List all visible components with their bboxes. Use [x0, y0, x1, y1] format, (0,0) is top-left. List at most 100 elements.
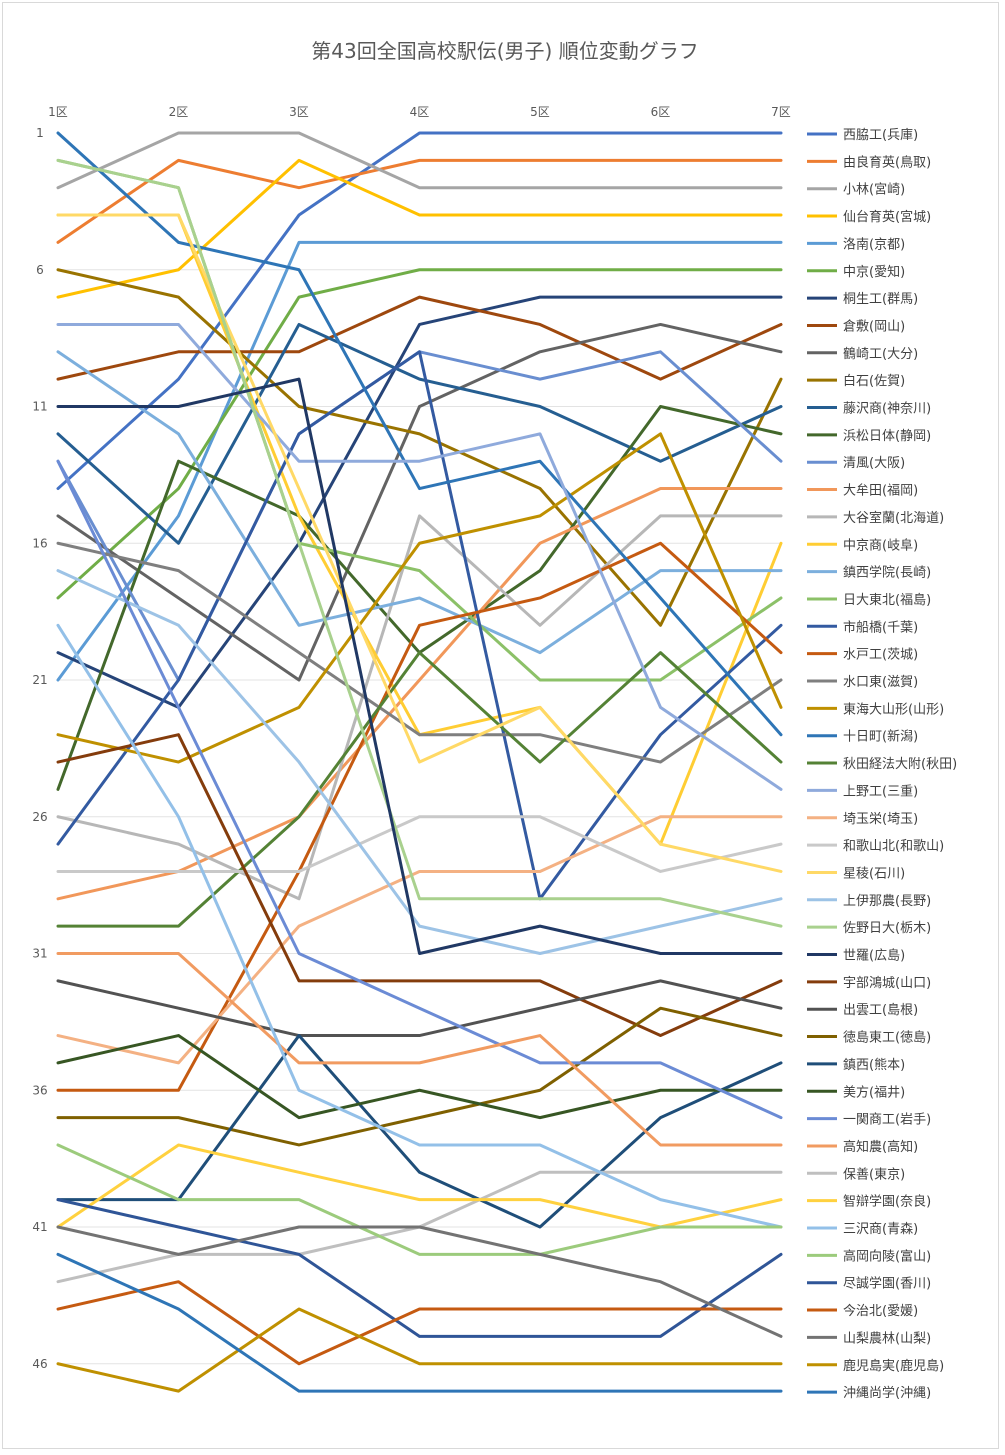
- legend-label: 日大東北(福島): [843, 592, 931, 608]
- series-line: [56, 1143, 783, 1256]
- x-axis-ticks: 1区 2区 3区 4区 5区 6区 7区: [48, 105, 791, 119]
- legend-label: 西脇工(兵庫): [843, 128, 918, 143]
- legend-label: 沖縄尚学(沖縄): [843, 1385, 931, 1401]
- series-line: [56, 651, 783, 928]
- series-line: [56, 815, 783, 1065]
- legend-label: 尽誠学園(香川): [843, 1276, 931, 1292]
- legend-label: 世羅(広島): [843, 949, 905, 964]
- legend-label: 十日町(新潟): [843, 729, 918, 745]
- y-tick-label: 1: [36, 126, 44, 140]
- legend: 西脇工(兵庫) 由良育英(鳥取) 小林(宮崎) 仙台育英(宮城) 洛南(京都) 中京(愛知…: [807, 128, 957, 1401]
- legend-label: 星稜(石川): [843, 866, 905, 881]
- legend-label: 浜松日体(静岡): [843, 429, 931, 444]
- x-tick-label: 6区: [651, 105, 671, 119]
- legend-label: 水戸工(茨城): [843, 648, 918, 663]
- legend-label: 鶴崎工(大分): [843, 346, 918, 362]
- series-line: [56, 815, 783, 873]
- legend-label: 中京商(岐阜): [843, 537, 918, 553]
- series-lines: [56, 131, 783, 1393]
- legend-label: 大谷室蘭(北海道): [843, 510, 944, 526]
- series-line: [56, 1198, 783, 1338]
- legend-label: 小林(宮崎): [843, 182, 905, 198]
- series-line: [56, 377, 783, 955]
- series-line: [56, 1143, 783, 1229]
- series-line: [56, 1252, 783, 1393]
- y-tick-label: 46: [32, 1357, 47, 1371]
- series-line: [56, 213, 783, 873]
- legend-label: 高岡向陵(富山): [843, 1248, 931, 1264]
- series-line: [56, 514, 783, 901]
- legend-label: 中京(愛知): [843, 264, 905, 280]
- legend-label: 秋田経法大附(秋田): [843, 757, 957, 772]
- legend-label: 仙台育英(宮城): [843, 209, 931, 225]
- legend-label: 鎮西学院(長崎): [843, 565, 931, 581]
- series-line: [56, 295, 783, 381]
- x-tick-label: 3区: [289, 105, 309, 119]
- series-line: [56, 213, 783, 846]
- legend-label: 埼玉栄(埼玉): [843, 812, 918, 827]
- y-tick-label: 26: [32, 810, 47, 824]
- series-line: [56, 322, 783, 791]
- series-line: [56, 733, 783, 1038]
- legend-label: 上野工(三重): [843, 783, 918, 799]
- legend-label: 高知農(高知): [843, 1139, 918, 1155]
- legend-label: 上伊那農(長野): [843, 894, 931, 909]
- y-tick-label: 6: [36, 263, 44, 277]
- legend-label: 洛南(京都): [843, 236, 905, 252]
- series-line: [56, 350, 783, 655]
- series-line: [56, 979, 783, 1038]
- series-line: [56, 541, 783, 764]
- series-line: [56, 459, 783, 1120]
- series-line: [56, 158, 783, 928]
- legend-label: 鎮西(熊本): [843, 1057, 905, 1073]
- legend-label: 由良育英(鳥取): [843, 154, 931, 170]
- series-line: [56, 569, 783, 955]
- y-tick-label: 16: [32, 536, 47, 550]
- series-line: [56, 131, 783, 491]
- legend-label: 宇部鴻城(山口): [843, 976, 931, 991]
- legend-label: 清風(大阪): [843, 456, 905, 471]
- legend-label: 智辯学園(奈良): [843, 1194, 931, 1210]
- legend-label: 倉敷(岡山): [843, 319, 905, 334]
- series-line: [56, 952, 783, 1147]
- legend-label: 佐野日大(栃木): [843, 921, 931, 936]
- x-tick-label: 2区: [169, 105, 189, 119]
- legend-label: 市船橋(千葉): [843, 619, 918, 635]
- x-tick-label: 5区: [530, 105, 550, 119]
- legend-label: 出雲工(島根): [843, 1003, 918, 1018]
- series-line: [56, 1006, 783, 1147]
- legend-label: 美方(福井): [843, 1084, 905, 1100]
- y-tick-label: 41: [32, 1220, 47, 1234]
- legend-label: 和歌山北(和歌山): [843, 839, 944, 854]
- legend-label: 山梨農林(山梨): [843, 1331, 931, 1346]
- y-tick-label: 21: [32, 673, 47, 687]
- series-line: [56, 623, 783, 1229]
- series-line: [56, 322, 783, 682]
- series-line: [56, 322, 783, 545]
- legend-label: 桐生工(群馬): [843, 292, 918, 307]
- series-line: [56, 541, 783, 1092]
- series-line: [56, 268, 783, 627]
- series-line: [56, 1280, 783, 1366]
- series-line: [56, 1034, 783, 1120]
- series-line: [56, 158, 783, 244]
- series-line: [56, 131, 783, 190]
- chart-title: 第43回全国高校駅伝(男子) 順位変動グラフ: [311, 39, 698, 63]
- legend-label: 藤沢商(神奈川): [843, 402, 931, 417]
- legend-label: 保善(東京): [843, 1166, 905, 1182]
- series-line: [56, 131, 783, 737]
- series-line: [56, 1225, 783, 1338]
- legend-label: 白石(佐賀): [843, 373, 905, 389]
- legend-label: 鹿児島実(鹿児島): [843, 1358, 944, 1374]
- series-line: [56, 158, 783, 299]
- legend-label: 徳島東工(徳島): [843, 1030, 931, 1046]
- x-tick-label: 1区: [48, 105, 68, 119]
- x-tick-label: 4区: [410, 105, 430, 119]
- y-tick-label: 36: [32, 1083, 47, 1097]
- series-line: [56, 350, 783, 901]
- series-line: [56, 240, 783, 682]
- series-line: [56, 268, 783, 600]
- legend-label: 水口東(滋賀): [843, 674, 918, 690]
